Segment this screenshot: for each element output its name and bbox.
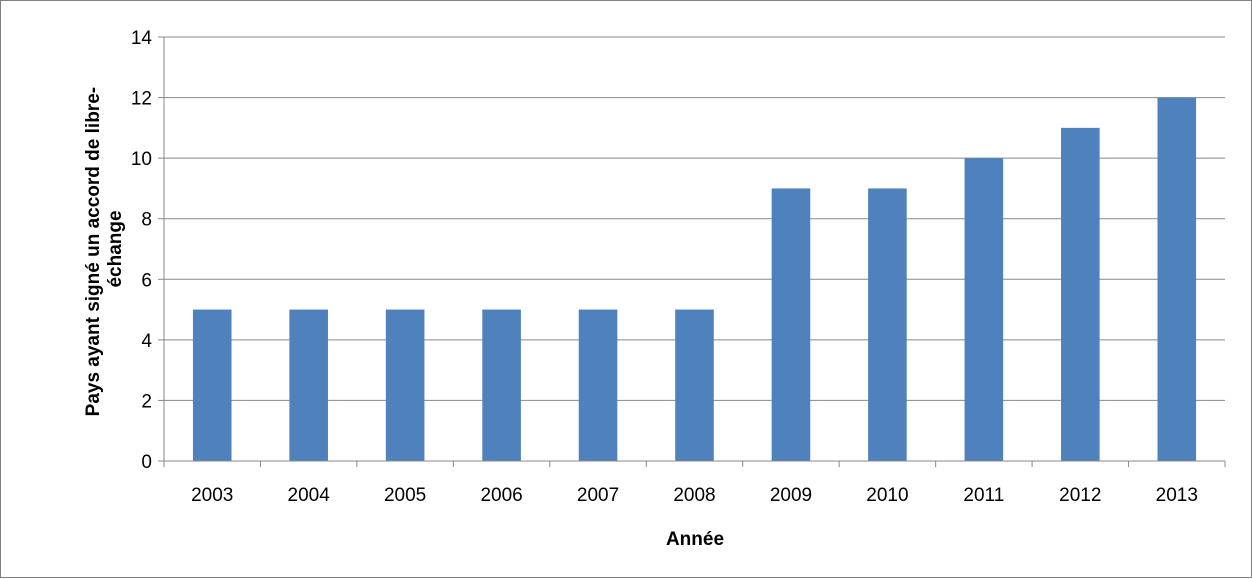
x-tick-label-2012: 2012	[1059, 485, 1101, 506]
x-tick-label-2013: 2013	[1156, 485, 1198, 506]
bars	[192, 97, 1197, 462]
y-tick-label-4: 4	[141, 331, 152, 352]
bar-2009	[771, 188, 811, 461]
x-tick-label-2005: 2005	[384, 485, 426, 506]
bar-2007	[578, 309, 618, 461]
bar-2003	[192, 309, 232, 461]
y-tick-label-10: 10	[131, 149, 152, 170]
y-tick-label-2: 2	[141, 391, 152, 412]
x-tick-label-2003: 2003	[191, 485, 233, 506]
y-tick-label-12: 12	[131, 89, 152, 110]
bar-2005	[385, 309, 425, 461]
x-tick-label-2006: 2006	[480, 485, 522, 506]
x-tick-label-2011: 2011	[963, 485, 1004, 506]
bar-2010	[868, 188, 907, 461]
bar-2008	[675, 309, 714, 461]
tick-labels: 0 2 4 6 8 10 12 14 2003 2004 2005 2006 2007 2008 2009 2…	[131, 28, 1198, 506]
bar-2012	[1061, 127, 1100, 461]
bar-2004	[289, 309, 328, 461]
x-tick-label-2007: 2007	[577, 485, 619, 506]
y-tick-label-8: 8	[141, 210, 152, 231]
x-axis-title: Année	[666, 529, 724, 550]
y-tick-label-6: 6	[141, 270, 152, 291]
y-axis-title-line-1: Pays ayant signé un accord de libre-	[83, 87, 104, 416]
y-axis-title: Pays ayant signé un accord de libre- éch…	[83, 82, 126, 417]
x-tick-label-2009: 2009	[770, 485, 812, 506]
bar-2011	[964, 158, 1004, 461]
axes	[158, 36, 1226, 467]
x-tick-label-2004: 2004	[288, 485, 331, 506]
y-axis-title-line-2: échange	[105, 210, 126, 287]
y-tick-label-0: 0	[141, 452, 152, 473]
y-tick-label-14: 14	[131, 28, 153, 49]
gridlines	[164, 36, 1225, 401]
bar-2013	[1157, 97, 1197, 462]
bar-2006	[482, 309, 521, 461]
x-tick-label-2010: 2010	[866, 485, 908, 506]
x-tick-label-2008: 2008	[673, 485, 715, 506]
